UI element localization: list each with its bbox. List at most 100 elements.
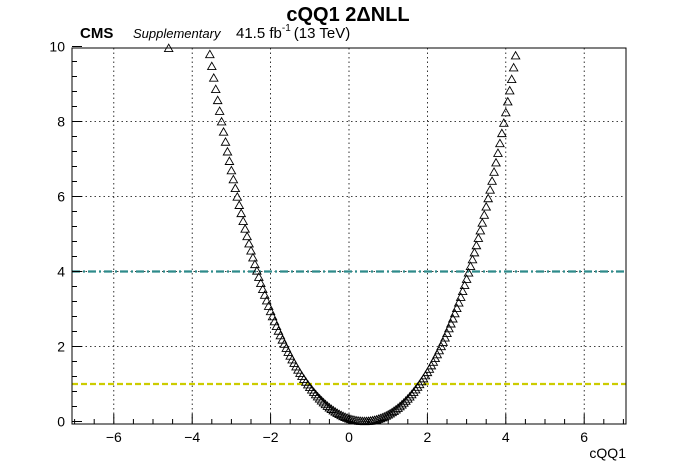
data-point xyxy=(326,404,337,413)
data-point xyxy=(338,411,349,421)
data-point xyxy=(502,96,513,106)
y-tick-label: 4 xyxy=(57,264,65,280)
data-point xyxy=(402,393,413,403)
data-point xyxy=(440,332,451,342)
data-point xyxy=(469,247,480,257)
chart-title: cQQ1 2ΔNLL xyxy=(286,4,409,26)
data-point xyxy=(471,240,482,250)
y-tick-labels: 0 2 4 6 8 10 xyxy=(49,39,65,430)
y-tick-label: 6 xyxy=(57,189,65,205)
data-point xyxy=(210,84,221,94)
data-point xyxy=(481,201,492,211)
data-point xyxy=(489,167,500,176)
data-point xyxy=(475,225,486,235)
data-point xyxy=(214,106,225,115)
data-point xyxy=(445,318,456,328)
data-point xyxy=(459,280,470,290)
y-tick-label: 8 xyxy=(57,114,65,130)
reference-lines xyxy=(72,270,626,386)
data-point xyxy=(406,389,417,399)
data-point xyxy=(510,50,521,60)
data-point xyxy=(443,323,454,333)
data-point xyxy=(246,245,256,255)
data-series xyxy=(163,43,521,426)
data-point xyxy=(447,313,458,323)
data-point xyxy=(336,410,347,420)
data-point xyxy=(508,62,519,72)
data-point xyxy=(263,301,274,310)
data-point xyxy=(236,208,247,218)
luminosity-label: 41.5 fb-1 (13 TeV) xyxy=(236,23,350,42)
data-point xyxy=(228,174,239,184)
x-tick-label: 2 xyxy=(424,429,432,445)
data-point xyxy=(467,254,478,264)
data-point xyxy=(204,49,215,59)
data-point xyxy=(238,216,249,225)
data-point xyxy=(492,148,503,157)
data-point xyxy=(387,407,398,417)
data-point xyxy=(332,408,343,417)
data-point xyxy=(249,259,260,269)
grid xyxy=(72,48,626,424)
x-tick-label: 6 xyxy=(580,429,588,445)
data-point xyxy=(259,290,270,299)
data-point xyxy=(438,337,449,346)
data-point xyxy=(461,274,472,283)
data-point xyxy=(504,85,515,95)
data-point xyxy=(491,157,501,167)
data-point xyxy=(457,286,468,296)
data-point xyxy=(312,391,323,401)
data-point xyxy=(251,265,262,275)
data-point xyxy=(328,405,339,415)
energy-label: (13 TeV) xyxy=(294,25,350,42)
data-point xyxy=(334,409,345,419)
data-point xyxy=(404,391,415,401)
data-point xyxy=(453,297,464,307)
x-tick-label: −4 xyxy=(184,429,200,445)
data-point xyxy=(487,176,498,185)
data-point xyxy=(485,184,496,194)
data-point xyxy=(234,200,245,209)
x-tick-label: −6 xyxy=(106,429,122,445)
data-point xyxy=(391,404,402,414)
x-tick-labels: −6 −4 −2 0 2 4 6 xyxy=(106,429,588,445)
data-point xyxy=(463,267,474,277)
experiment-label: CMS xyxy=(80,25,113,42)
data-point xyxy=(310,389,321,399)
data-point xyxy=(389,406,400,415)
data-point xyxy=(455,292,466,301)
data-point xyxy=(242,231,253,241)
data-point xyxy=(304,382,315,392)
data-point xyxy=(498,118,509,127)
y-tick-label: 10 xyxy=(49,39,65,55)
data-point xyxy=(494,138,505,148)
data-point xyxy=(506,74,517,83)
data-point xyxy=(212,95,223,105)
x-axis-label: cQQ1 xyxy=(589,445,626,461)
data-point xyxy=(232,191,243,201)
data-point xyxy=(218,126,229,136)
data-point xyxy=(477,217,488,227)
data-point xyxy=(451,303,462,312)
data-point xyxy=(216,116,227,126)
data-point xyxy=(255,278,266,288)
data-point xyxy=(496,128,507,138)
data-point xyxy=(340,412,351,421)
data-point xyxy=(257,284,268,293)
data-point xyxy=(253,272,264,281)
data-point xyxy=(322,401,333,410)
data-point xyxy=(318,397,329,407)
data-point xyxy=(208,72,219,82)
data-point xyxy=(220,136,231,146)
data-point xyxy=(408,387,419,396)
data-point xyxy=(261,295,272,305)
data-point xyxy=(247,252,258,262)
data-point xyxy=(267,311,278,321)
data-point xyxy=(265,306,276,316)
data-point xyxy=(306,384,317,394)
x-tick-label: 0 xyxy=(345,429,353,445)
y-tick-label: 2 xyxy=(57,339,65,355)
data-point xyxy=(330,406,341,416)
y-tick-label: 0 xyxy=(57,414,65,430)
